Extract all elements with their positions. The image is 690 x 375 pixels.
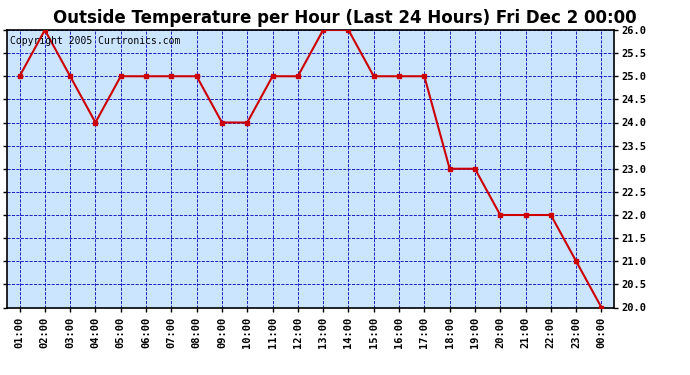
Text: Copyright 2005 Curtronics.com: Copyright 2005 Curtronics.com [10, 36, 180, 45]
Text: Outside Temperature per Hour (Last 24 Hours) Fri Dec 2 00:00: Outside Temperature per Hour (Last 24 Ho… [53, 9, 637, 27]
